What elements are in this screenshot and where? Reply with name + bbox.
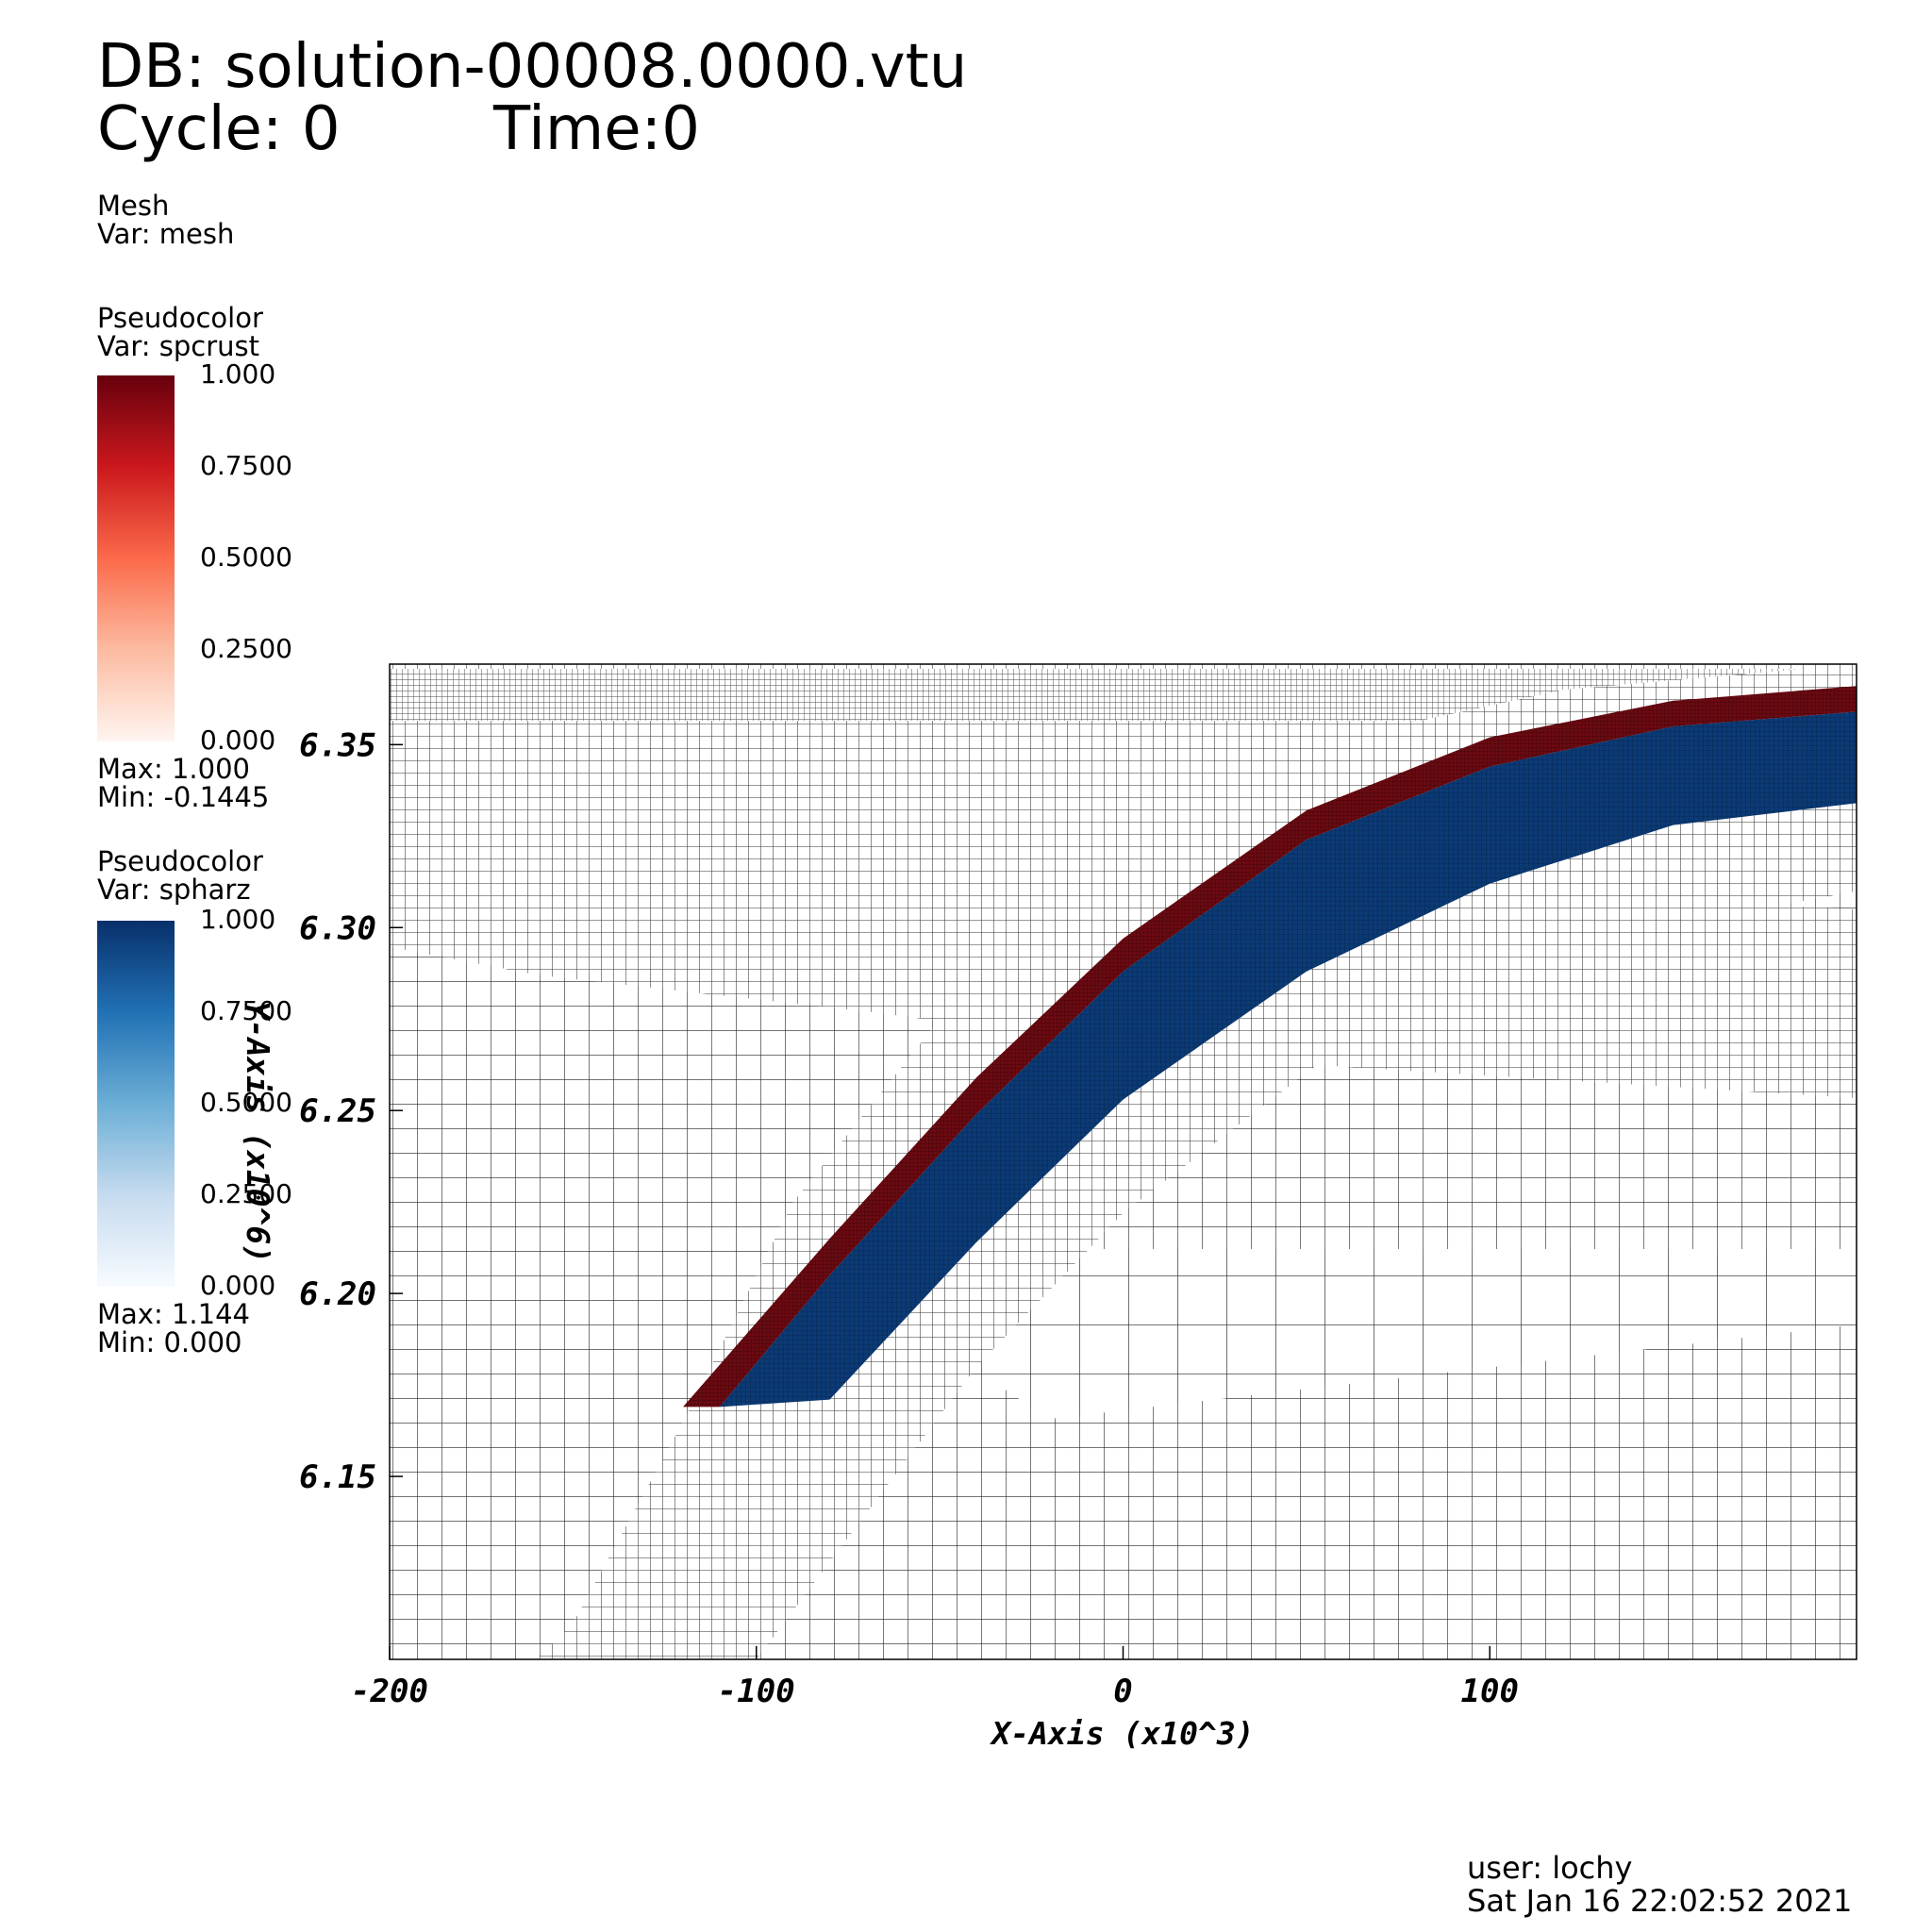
mesh-var-label: Var: mesh [97, 218, 235, 250]
spcrust-tick-label: 0.5000 [200, 541, 292, 573]
spcrust-tick-label: 0.000 [200, 724, 276, 756]
spcrust-tick-label: 1.000 [200, 358, 276, 390]
spharz-max-label: Max: 1.144 [97, 1298, 250, 1330]
x-tick-label: 100 [1461, 1673, 1519, 1710]
cycle-label: Cycle: 0 [97, 94, 341, 164]
spharz-var-label: Var: spharz [97, 874, 251, 906]
y-tick-label: 6.20 [299, 1275, 376, 1313]
spharz-tick-label: 0.5000 [200, 1087, 292, 1118]
mesh-plot-label: Mesh [97, 190, 170, 222]
x-axis-title: X-Axis (x10^3) [989, 1715, 1254, 1752]
spharz-tick-label: 1.000 [200, 904, 276, 935]
db-title: DB: solution-00008.0000.vtu [97, 32, 968, 102]
spharz-tick-label: 0.2500 [200, 1178, 292, 1209]
mesh-refined-wedge [536, 664, 1857, 1659]
x-tick-label: 0 [1113, 1673, 1132, 1710]
y-tick-label: 6.25 [299, 1092, 376, 1130]
time-label: Time:0 [493, 94, 700, 164]
y-tick-label: 6.30 [299, 909, 376, 947]
spcrust-plot-label: Pseudocolor [97, 302, 263, 334]
y-tick-label: 6.15 [299, 1458, 376, 1496]
x-tick-label: -100 [718, 1673, 795, 1710]
spharz-plot-label: Pseudocolor [97, 845, 263, 877]
y-axis-title: Y-Axis (x10^6) [240, 1001, 276, 1263]
footer-timestamp: Sat Jan 16 22:02:52 2021 [1467, 1883, 1853, 1919]
spharz-min-label: Min: 0.000 [97, 1326, 242, 1358]
spcrust-max-label: Max: 1.000 [97, 753, 250, 785]
spharz-colorbar [97, 921, 175, 1287]
spharz-tick-label: 0.000 [200, 1270, 276, 1301]
spcrust-tick-label: 0.2500 [200, 633, 292, 664]
spharz-tick-label: 0.7500 [200, 995, 292, 1026]
spcrust-tick-label: 0.7500 [200, 450, 292, 481]
spcrust-min-label: Min: -0.1445 [97, 781, 270, 813]
spcrust-colorbar [97, 375, 175, 741]
x-tick-label: -200 [351, 1673, 428, 1710]
spharz-field [719, 711, 1857, 1407]
footer-user: user: lochy [1467, 1850, 1633, 1886]
spcrust-var-label: Var: spcrust [97, 330, 260, 362]
y-tick-label: 6.35 [299, 726, 376, 764]
